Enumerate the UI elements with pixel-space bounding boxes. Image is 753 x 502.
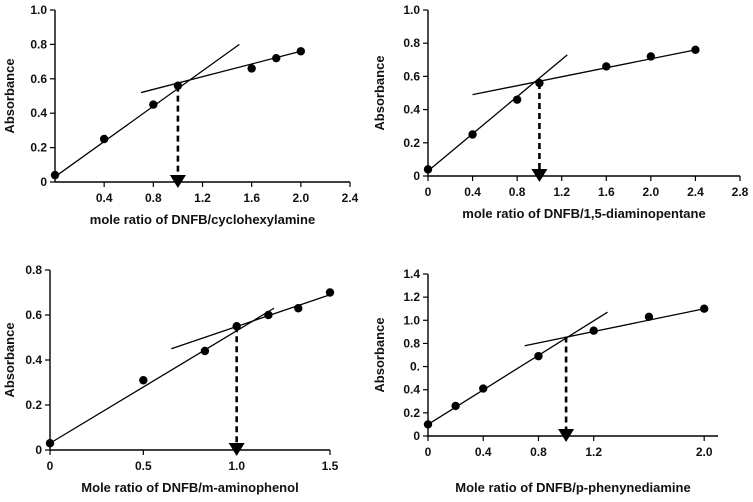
y-tick-label: 0.2 [403,406,420,420]
y-tick-label: 0.8 [403,36,420,50]
x-tick-label: 0 [425,185,432,199]
data-point [99,134,109,144]
x-tick-label: 2.4 [687,185,704,199]
x-tick-label: 1.2 [585,445,602,459]
data-point [296,47,306,56]
x-tick-label: 0.4 [464,185,481,199]
x-tick-label: 2.4 [342,191,359,205]
data-point [535,78,544,88]
data-point [589,326,598,335]
data-point [232,322,241,331]
data-point [691,45,700,55]
data-point [149,100,158,109]
y-tick-label: 0.6 [25,308,42,322]
data-point [423,165,433,174]
fit-line-1 [54,43,240,178]
x-tick-label: 0.8 [509,185,526,199]
y-tick-label: 0 [35,443,42,457]
y-tick-label: 0.4 [403,103,420,117]
chart-panel-4: 0 0.2 0.4 0. 0.8 1.0 1.2 1.4 0 0.4 0.8 1.2 2.0 Mole r… [372,267,718,495]
y-tick-label: 0.2 [30,141,47,155]
data-point [139,376,148,385]
equivalence-arrowhead [228,443,245,456]
data-point [423,420,433,429]
data-point [602,62,611,71]
data-point [247,64,256,73]
equivalence-arrowhead [169,175,186,188]
data-point [699,304,709,313]
y-tick-label: 0.4 [25,353,42,367]
data-point [646,52,656,61]
y-axis-title: Absorbance [372,55,387,130]
data-point [200,346,210,356]
y-axis-title: Absorbance [372,317,387,392]
x-axis-title: mole ratio of DNFB/cyclohexylamine [90,212,315,227]
data-point [272,53,281,63]
x-tick-label: 2.8 [732,185,749,199]
data-point [512,95,522,104]
y-tick-label: 0. [410,360,420,374]
data-point [264,310,273,320]
y-tick-label: 1.2 [403,290,420,304]
y-tick-label: 0.4 [403,383,420,397]
data-point [50,170,60,180]
y-tick-label: 1.0 [30,3,47,17]
data-point [451,401,460,411]
y-tick-label: 0 [413,429,420,443]
x-tick-label: 0.5 [135,459,152,473]
chart-panel-3: 0 0.2 0.4 0.6 0.8 0 0.5 1.0 1.5 Mole ratio of DNF… [2,263,339,495]
x-tick-label: 0.4 [96,191,113,205]
x-tick-label: 0.4 [475,445,492,459]
x-tick-label: 1.6 [598,185,615,199]
x-axis-title: Mole ratio of DNFB/p-phenynediamine [455,480,690,495]
fit-line-1 [427,54,568,172]
x-tick-label: 1.2 [553,185,570,199]
y-tick-label: 0.8 [403,336,420,350]
x-tick-label: 2.0 [643,185,660,199]
fit-line-1 [49,307,275,444]
x-tick-label: 0.8 [530,445,547,459]
y-tick-label: 0.2 [25,398,42,412]
y-axis-title: Absorbance [2,322,17,397]
y-tick-label: 0 [413,169,420,183]
y-tick-label: 0.4 [30,106,47,120]
y-tick-label: 0 [40,175,47,189]
x-tick-label: 0.8 [145,191,162,205]
y-axis-title: Absorbance [2,58,17,133]
y-tick-label: 1.4 [403,267,420,281]
y-tick-label: 0.8 [30,37,47,51]
data-point [468,130,477,139]
chart-panel-2: 0 0.2 0.4 0.6 0.8 1.0 0 0.4 0.8 1.2 1.6 2.0 2.4 2.8 mo… [372,3,749,221]
fit-line-2 [524,308,705,347]
x-tick-label: 1.2 [194,191,211,205]
data-point [45,439,55,448]
y-tick-label: 0.8 [25,263,42,277]
data-point [325,288,335,297]
fit-line-2 [472,49,696,96]
y-tick-label: 0.6 [30,72,47,86]
x-tick-label: 2.0 [292,191,309,205]
x-tick-label: 1.0 [228,459,245,473]
x-tick-label: 1.6 [243,191,260,205]
x-axis-title: Mole ratio of DNFB/m-aminophenol [81,480,298,495]
data-point [294,304,303,313]
chart-panel-1: 0 0.2 0.4 0.6 0.8 1.0 0.4 0.8 1.2 1.6 2.0 2.4 mole r… [2,3,359,227]
y-tick-label: 0.2 [403,136,420,150]
data-point [173,81,183,90]
y-tick-label: 1.0 [403,313,420,327]
data-point [534,351,543,361]
x-tick-label: 0 [47,459,54,473]
equivalence-arrowhead [558,429,575,442]
y-tick-label: 0.6 [403,69,420,83]
x-axis-title: mole ratio of DNFB/1,5-diaminopentane [462,206,705,221]
x-tick-label: 1.5 [322,459,339,473]
y-tick-label: 1.0 [403,3,420,17]
equivalence-arrowhead [531,169,548,182]
x-tick-label: 2.0 [696,445,713,459]
fit-line-2 [171,294,331,350]
data-point [644,312,654,322]
x-tick-label: 0 [425,445,432,459]
data-point [479,384,488,393]
